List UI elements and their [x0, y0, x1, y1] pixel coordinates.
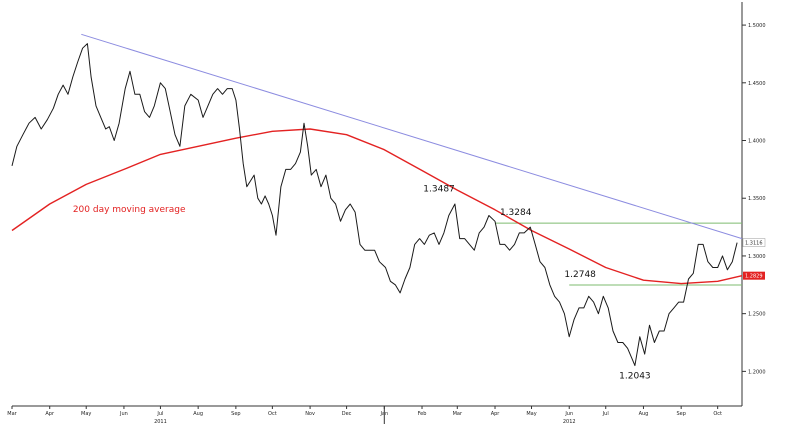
y-tick-label: 1.4000 [748, 139, 766, 145]
last-value-labels: 1.3116 1.2829 [742, 238, 766, 280]
moving-average-label: 200 day moving average [73, 205, 186, 215]
series-layer [11, 33, 743, 367]
x-tick-label: Oct [268, 411, 277, 417]
x-tick-label: Aug [639, 411, 649, 417]
x-year-label: 2011 [154, 419, 167, 425]
x-tick-label: Nov [305, 411, 315, 417]
price-annotation: 1.2043 [619, 371, 651, 381]
x-tick-label: Feb [418, 411, 427, 417]
x-tick-label: May [526, 411, 536, 417]
last-value-box [742, 238, 766, 247]
downtrend-line [81, 33, 743, 240]
y-tick-label: 1.4500 [748, 81, 766, 87]
y-tick-label: 1.2000 [748, 369, 766, 375]
y-tick-label: 1.3000 [748, 254, 766, 260]
x-tick-label: Aug [193, 411, 203, 417]
price-annotation: 1.3487 [423, 185, 455, 195]
y-axis-ticks: 1.2000 1.2500 1.3000 1.3500 1.4000 1.4500 1.50… [742, 23, 766, 375]
x-tick-label: Sep [231, 411, 240, 417]
x-tick-label: Mar [453, 411, 463, 417]
y-tick-label: 1.3500 [748, 196, 766, 202]
x-tick-label: Apr [491, 411, 501, 417]
y-tick-label: 1.5000 [748, 23, 766, 29]
price-annotation: 1.3284 [500, 208, 532, 218]
x-tick-label: May [81, 411, 91, 417]
x-tick-label: Jun [564, 411, 573, 417]
x-tick-label: Sep [676, 411, 685, 417]
last-value-text: 1.3116 [745, 241, 763, 247]
last-value-badge-text: 1.2829 [745, 274, 763, 280]
x-tick-label: Apr [45, 411, 55, 417]
support-resistance-lines [495, 222, 742, 286]
moving-average-line [11, 128, 743, 285]
x-tick-label: Jul [602, 411, 609, 417]
x-tick-label: Oct [713, 411, 722, 417]
x-tick-label: Dec [342, 411, 352, 417]
x-axis-ticks: MarAprMayJunJulAugSepOctNovDecJanFebMarA… [7, 406, 722, 425]
y-tick-label: 1.2500 [748, 312, 766, 318]
x-tick-label: Jun [119, 411, 128, 417]
price-annotations: 1.3487 1.3284 1.2748 1.2043 [423, 185, 650, 382]
x-tick-label: Mar [7, 411, 17, 417]
x-year-label: 2012 [563, 419, 576, 425]
x-tick-label: Jul [156, 411, 163, 417]
last-value-badge [743, 271, 765, 280]
price-annotation: 1.2748 [564, 270, 596, 280]
price-line [11, 43, 738, 367]
